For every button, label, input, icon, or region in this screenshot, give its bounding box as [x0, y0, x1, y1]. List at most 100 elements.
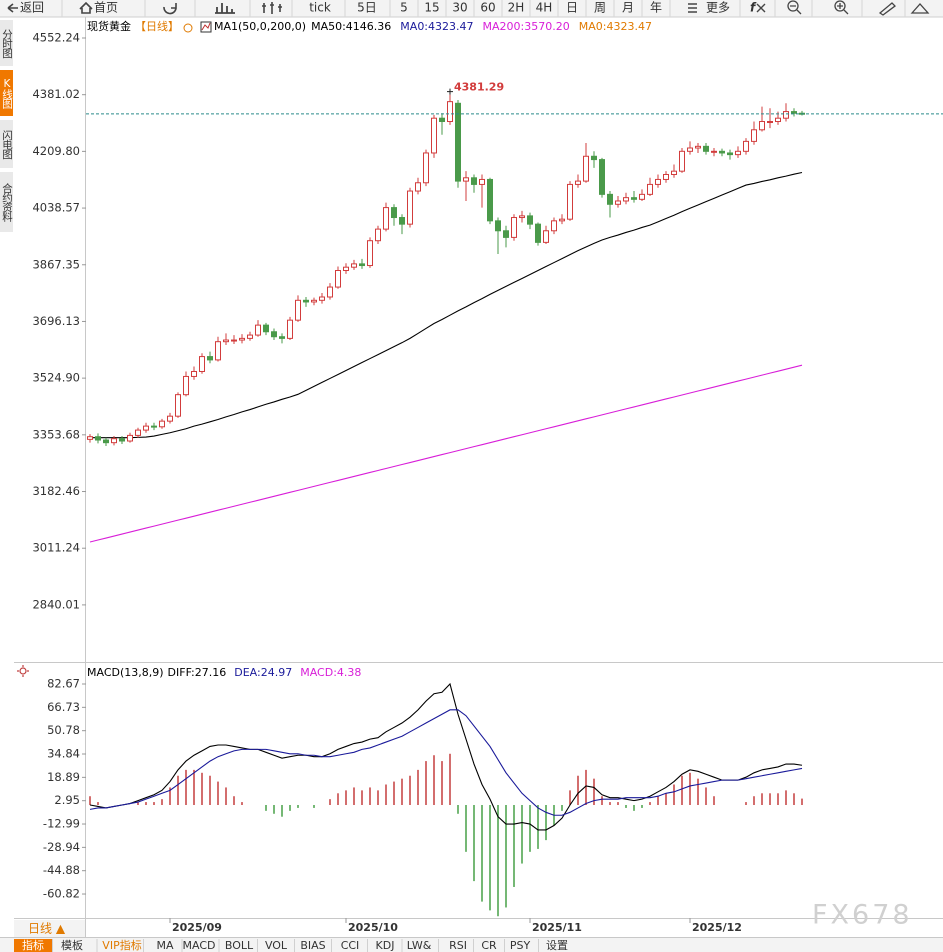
- candle-body: [143, 425, 149, 431]
- y-tick-label: 3011.24: [32, 541, 80, 555]
- period-selector[interactable]: 日线 ▲: [28, 922, 66, 936]
- candle-body: [359, 263, 365, 267]
- up-icon[interactable]: [910, 3, 930, 14]
- y-tick-label: 3696.13: [32, 314, 80, 328]
- candle-body: [623, 197, 629, 202]
- candle-body: [159, 420, 165, 428]
- toolbar-item[interactable]: 60: [480, 1, 495, 15]
- bottom-tab[interactable]: LW&: [407, 939, 432, 952]
- bottom-tab[interactable]: BIAS: [300, 939, 325, 952]
- side-tab[interactable]: 闪电图: [0, 120, 13, 168]
- bottom-tab[interactable]: MA: [156, 939, 173, 952]
- back-icon[interactable]: [7, 3, 18, 13]
- toolbar-item[interactable]: 15: [424, 1, 439, 15]
- side-tab[interactable]: 合约资料: [0, 172, 13, 232]
- zoom-in-icon[interactable]: [834, 0, 846, 12]
- y-tick-label: 34.84: [47, 747, 80, 761]
- toolbar-item[interactable]: 5日: [357, 1, 377, 15]
- bottom-tab[interactable]: BOLL: [225, 939, 254, 952]
- candle-body: [671, 170, 677, 175]
- candle-body: [607, 193, 613, 205]
- candle-body: [367, 240, 373, 267]
- x-tick-label: 2025/10: [348, 921, 398, 934]
- y-tick-label: 2840.01: [32, 597, 80, 611]
- candle-body: [311, 299, 317, 303]
- period-box[interactable]: [14, 920, 85, 937]
- candle-body: [383, 207, 389, 230]
- toolbar-item[interactable]: 4H: [536, 1, 553, 15]
- active-tab-bg: [14, 939, 52, 952]
- bottom-tab[interactable]: KDJ: [376, 939, 395, 952]
- toolbar-item[interactable]: tick: [309, 1, 331, 15]
- candle-body: [319, 296, 325, 301]
- candle-body: [263, 324, 269, 333]
- candle-body: [527, 215, 533, 225]
- draw-icon[interactable]: [878, 2, 896, 16]
- candle-body: [639, 193, 645, 200]
- y-tick-label: 18.89: [47, 770, 80, 784]
- toolbar-item[interactable]: 2H: [508, 1, 525, 15]
- macd-line: [89, 682, 803, 831]
- toolbar-item[interactable]: 月: [622, 1, 634, 15]
- candle-body: [463, 177, 469, 182]
- home-icon[interactable]: [79, 1, 93, 14]
- candle-body: [575, 180, 581, 185]
- refresh-icon[interactable]: [163, 3, 177, 15]
- bar-icon[interactable]: [215, 3, 235, 14]
- candle-body: [111, 438, 117, 444]
- chart-title: 现货黄金: [87, 19, 131, 33]
- bottom-tab[interactable]: VOL: [265, 939, 288, 952]
- candle-body: [215, 341, 221, 361]
- bottom-bar: [0, 938, 943, 952]
- x-tick-label: 2025/12: [692, 921, 742, 934]
- x-tick-label: 2025/11: [532, 921, 582, 934]
- zoom-in-icon[interactable]: [837, 3, 849, 15]
- toolbar-item[interactable]: 更多: [706, 1, 730, 15]
- candle-body: [543, 230, 549, 243]
- fx-icon-x[interactable]: [756, 3, 766, 13]
- zoom-out-icon[interactable]: [790, 5, 802, 15]
- candle-body: [735, 150, 741, 156]
- candle-body: [375, 228, 381, 242]
- bottom-tab[interactable]: CCI: [341, 939, 360, 952]
- bottom-tab[interactable]: CR: [481, 939, 497, 952]
- y-tick-label: 4552.24: [32, 30, 80, 44]
- candle-body: [151, 425, 157, 428]
- macd-line: [89, 709, 803, 816]
- toolbar-item[interactable]: 返回: [20, 1, 44, 15]
- candle-body: [423, 152, 429, 184]
- candle-body: [119, 438, 125, 442]
- bottom-tab[interactable]: 设置: [546, 939, 568, 952]
- bottom-tab[interactable]: MACD: [183, 939, 216, 952]
- toolbar-item[interactable]: 周: [594, 1, 606, 15]
- toolbar-item[interactable]: 30: [452, 1, 467, 15]
- toolbar-item[interactable]: 5: [400, 1, 408, 15]
- bottom-tab[interactable]: VIP指标: [102, 938, 141, 952]
- bottom-tab[interactable]: PSY: [510, 939, 531, 952]
- y-tick-label: -44.88: [43, 863, 80, 877]
- legend-entry: MA200:3570.20: [483, 20, 570, 33]
- bottom-tab[interactable]: 指标: [22, 938, 44, 952]
- side-tab[interactable]: K线图: [0, 70, 13, 116]
- settings-icon[interactable]: [17, 665, 29, 677]
- candle-body: [615, 200, 621, 205]
- bottom-tab[interactable]: 模板: [61, 938, 83, 952]
- legend-icon: [183, 23, 193, 33]
- toolbar-item[interactable]: 首页: [94, 1, 118, 15]
- candle-body: [647, 183, 653, 195]
- toolbar-item[interactable]: 日: [566, 1, 578, 15]
- toolbar-item[interactable]: 年: [650, 1, 662, 15]
- settings-icon[interactable]: [19, 667, 27, 675]
- fx-icon[interactable]: f: [750, 1, 757, 15]
- bottom-tab[interactable]: RSI: [449, 939, 467, 952]
- zoom-out-icon[interactable]: [787, 0, 799, 12]
- more-icon[interactable]: [688, 3, 697, 13]
- y-tick-label: 82.67: [47, 676, 80, 690]
- candle-body: [295, 299, 301, 321]
- candle-icon[interactable]: [262, 2, 282, 14]
- side-tab[interactable]: 分时图: [0, 20, 13, 66]
- candle-body: [439, 117, 445, 123]
- y-tick-label: 3353.68: [32, 427, 80, 441]
- period-label: 【日线】: [135, 19, 179, 33]
